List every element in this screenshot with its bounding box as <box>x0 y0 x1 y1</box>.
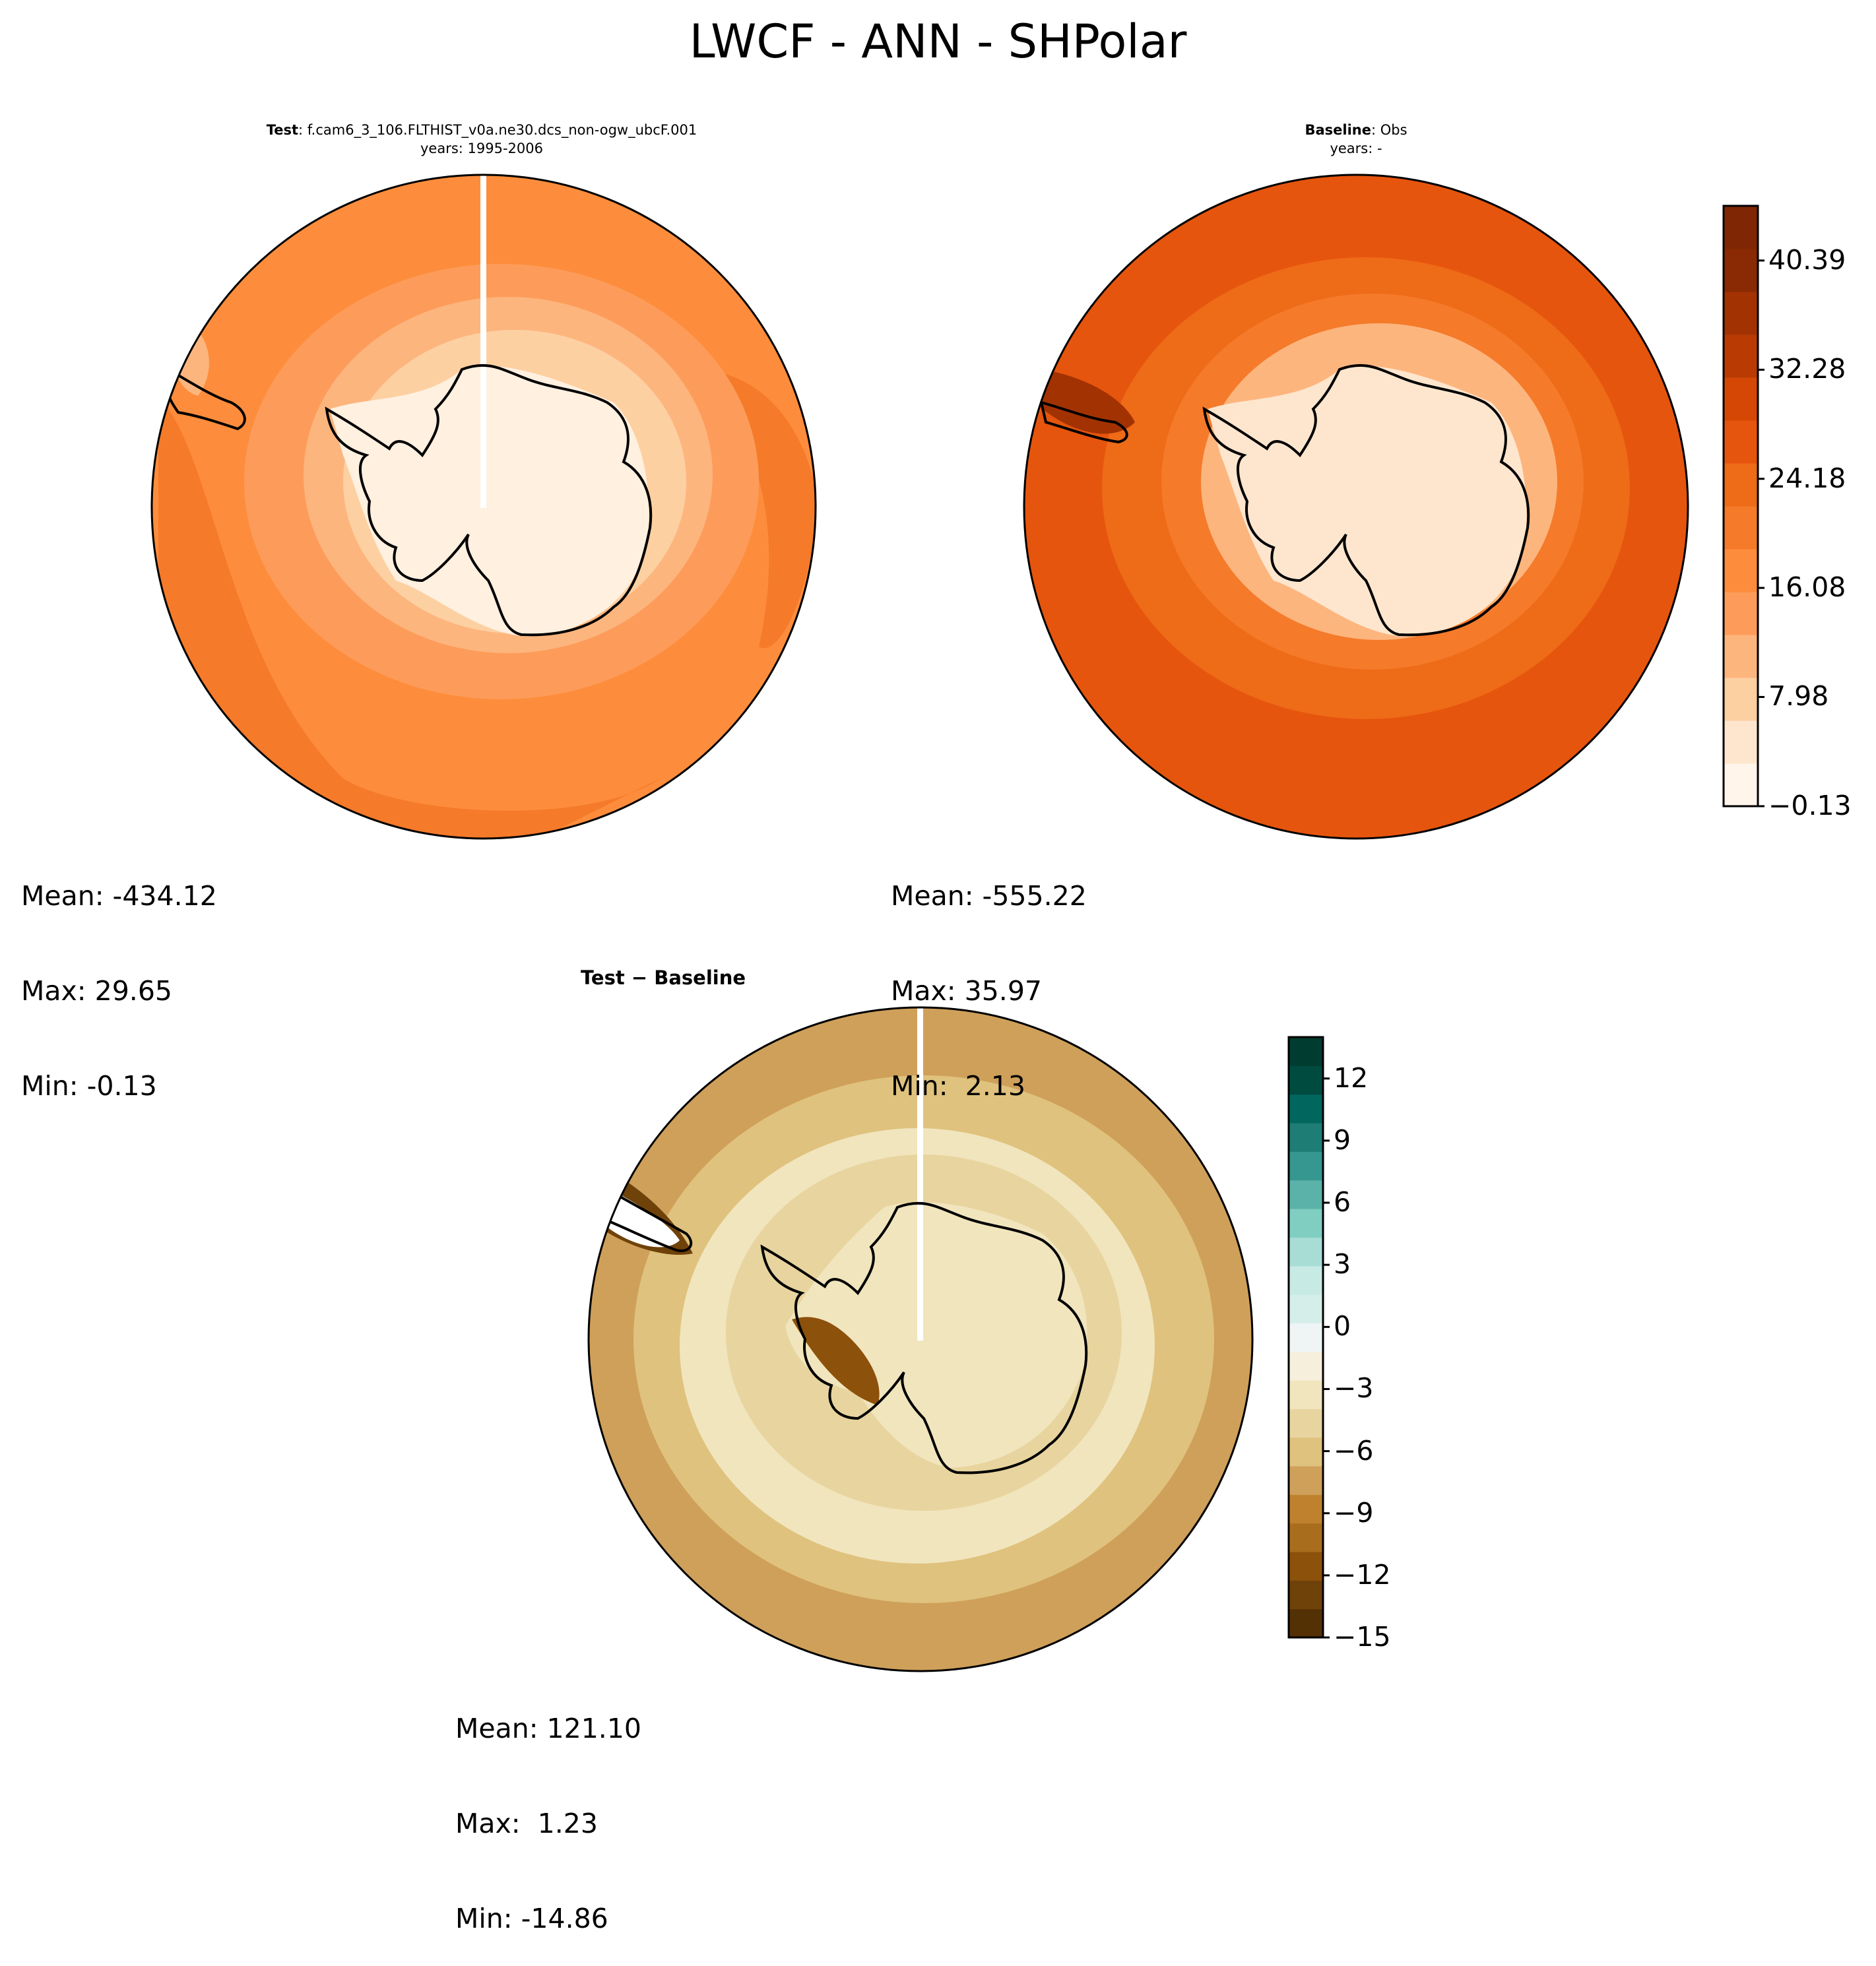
test-panel-title: Test: f.cam6_3_106.FLTHIST_v0a.ne30.dcs_… <box>155 121 808 158</box>
test-field-band-dark <box>158 396 660 839</box>
colorbar-bottom-swatch <box>1289 1608 1323 1638</box>
colorbar-bottom-swatch <box>1289 1037 1323 1066</box>
map-panels <box>150 174 1764 1672</box>
colorbar-top-swatch <box>1724 334 1758 378</box>
baseline-field-patch-west <box>1043 369 1135 434</box>
baseline-subtitle: years: - <box>1330 141 1382 156</box>
test-min: Min: -0.13 <box>21 1070 157 1102</box>
colorbar-top-swatch <box>1724 549 1758 592</box>
baseline-coastline-peninsula <box>1039 400 1128 444</box>
colorbar-top-swatch <box>1724 292 1758 335</box>
test-field-band-east <box>693 369 816 649</box>
diff-panel-title: Test − Baseline <box>581 967 746 989</box>
colorbar-top <box>1722 205 1764 808</box>
colorbar-bottom-swatch <box>1289 1151 1323 1181</box>
colorbar-bottom-swatch <box>1289 1580 1323 1610</box>
test-title-rest: : f.cam6_3_106.FLTHIST_v0a.ne30.dcs_non-… <box>298 122 697 138</box>
colorbar-top-tick-label: 16.08 <box>1768 571 1846 604</box>
colorbar-top-swatch <box>1724 463 1758 507</box>
colorbar-bottom-swatch <box>1289 1123 1323 1152</box>
test-field-continent <box>330 365 649 637</box>
baseline-mean: Mean: -555.22 <box>891 880 1087 912</box>
colorbar-bottom <box>1287 1036 1330 1639</box>
colorbar-bottom-swatch <box>1289 1265 1323 1295</box>
test-mean: Mean: -434.12 <box>21 880 217 912</box>
colorbar-top-swatch <box>1724 592 1758 635</box>
colorbar-bottom-swatch <box>1289 1466 1323 1495</box>
colorbar-bottom-swatch <box>1289 1323 1323 1352</box>
baseline-title-bold: Baseline <box>1305 122 1371 138</box>
baseline-field-continent <box>1208 365 1527 637</box>
diff-max: Max: 1.23 <box>455 1808 598 1839</box>
colorbar-bottom-tick-label: −6 <box>1334 1434 1374 1467</box>
diff-min: Min: -14.86 <box>455 1903 608 1934</box>
colorbar-bottom-swatch <box>1289 1065 1323 1095</box>
baseline-stats: Mean: -555.22 Max: 35.97 Min: 2.13 <box>891 817 1087 1133</box>
test-coastline <box>325 364 653 637</box>
colorbar-top-swatch <box>1724 720 1758 764</box>
colorbar-top-swatch <box>1724 506 1758 550</box>
test-map <box>152 175 816 839</box>
baseline-coastline <box>1202 364 1530 637</box>
colorbar-top-tick-label: 7.98 <box>1768 680 1829 713</box>
diff-field-continent <box>785 1202 1087 1468</box>
colorbar-bottom-tick-label: −9 <box>1334 1496 1374 1529</box>
colorbar-bottom-swatch <box>1289 1180 1323 1209</box>
diff-field-dark-rim <box>792 1317 880 1405</box>
diff-stats: Mean: 121.10 Max: 1.23 Min: -14.86 <box>455 1649 641 1966</box>
baseline-panel-title: Baseline: Obs years: - <box>1158 121 1554 158</box>
colorbar-top-swatch <box>1724 206 1758 249</box>
diff-coastline <box>760 1201 1088 1474</box>
colorbar-bottom-swatch <box>1289 1237 1323 1267</box>
test-coastline-peninsula <box>164 367 246 431</box>
diff-mean: Mean: 121.10 <box>455 1713 642 1744</box>
baseline-map-border <box>1023 174 1689 840</box>
colorbar-bottom-tick-label: −12 <box>1334 1558 1391 1591</box>
baseline-min: Min: 2.13 <box>891 1070 1025 1102</box>
colorbar-bottom-swatch <box>1289 1494 1323 1524</box>
colorbar-bottom-swatch <box>1289 1351 1323 1381</box>
colorbar-bottom-tick-label: 12 <box>1334 1062 1369 1094</box>
baseline-title-rest: : Obs <box>1371 122 1407 138</box>
colorbar-bottom-tick-label: 6 <box>1334 1186 1351 1219</box>
colorbar-top-tick-label: 24.18 <box>1768 462 1846 494</box>
colorbar-bottom-border <box>1287 1036 1324 1639</box>
test-map-border <box>150 174 817 840</box>
colorbar-bottom-tick-label: 3 <box>1334 1248 1351 1281</box>
colorbar-bottom-swatch <box>1289 1380 1323 1409</box>
colorbar-top-tick-label: 32.28 <box>1768 353 1846 385</box>
test-max: Max: 29.65 <box>21 975 172 1007</box>
colorbar-top-swatch <box>1724 420 1758 464</box>
colorbar-bottom-swatch <box>1289 1294 1323 1323</box>
diff-map <box>589 1007 1252 1671</box>
colorbar-bottom-swatch <box>1289 1552 1323 1581</box>
figure-title: LWCF - ANN - SHPolar <box>689 15 1187 69</box>
colorbar-bottom-swatch <box>1289 1523 1323 1552</box>
colorbar-bottom-swatch <box>1289 1409 1323 1438</box>
colorbar-top-swatch <box>1724 763 1758 807</box>
diff-missing-seam <box>917 1007 923 1341</box>
test-missing-seam <box>480 175 486 508</box>
diff-map-border <box>587 1006 1254 1672</box>
test-subtitle: years: 1995-2006 <box>420 141 543 156</box>
colorbar-bottom-tick-label: −3 <box>1334 1372 1374 1405</box>
colorbar-top-swatch <box>1724 377 1758 421</box>
colorbar-bottom-tick-label: 9 <box>1334 1124 1351 1156</box>
test-stats: Mean: -434.12 Max: 29.65 Min: -0.13 <box>21 817 217 1133</box>
diff-coastline-peninsula <box>602 1185 693 1252</box>
colorbar-bottom-swatch <box>1289 1437 1323 1467</box>
colorbar-top-tick-label: −0.13 <box>1768 790 1852 821</box>
baseline-max: Max: 35.97 <box>891 975 1042 1007</box>
colorbar-top-tick-label: 40.39 <box>1768 243 1846 276</box>
colorbar-bottom-tick-label: −15 <box>1334 1621 1391 1653</box>
colorbar-bottom-tick-label: 0 <box>1334 1310 1351 1343</box>
colorbar-bottom-swatch <box>1289 1209 1323 1238</box>
colorbar-top-swatch <box>1724 635 1758 678</box>
colorbar-bottom-swatch <box>1289 1094 1323 1124</box>
test-title-bold: Test <box>266 122 299 138</box>
baseline-map <box>1024 175 1688 839</box>
colorbar-top-swatch <box>1724 249 1758 292</box>
colorbar-top-border <box>1722 205 1759 808</box>
colorbar-top-swatch <box>1724 678 1758 721</box>
